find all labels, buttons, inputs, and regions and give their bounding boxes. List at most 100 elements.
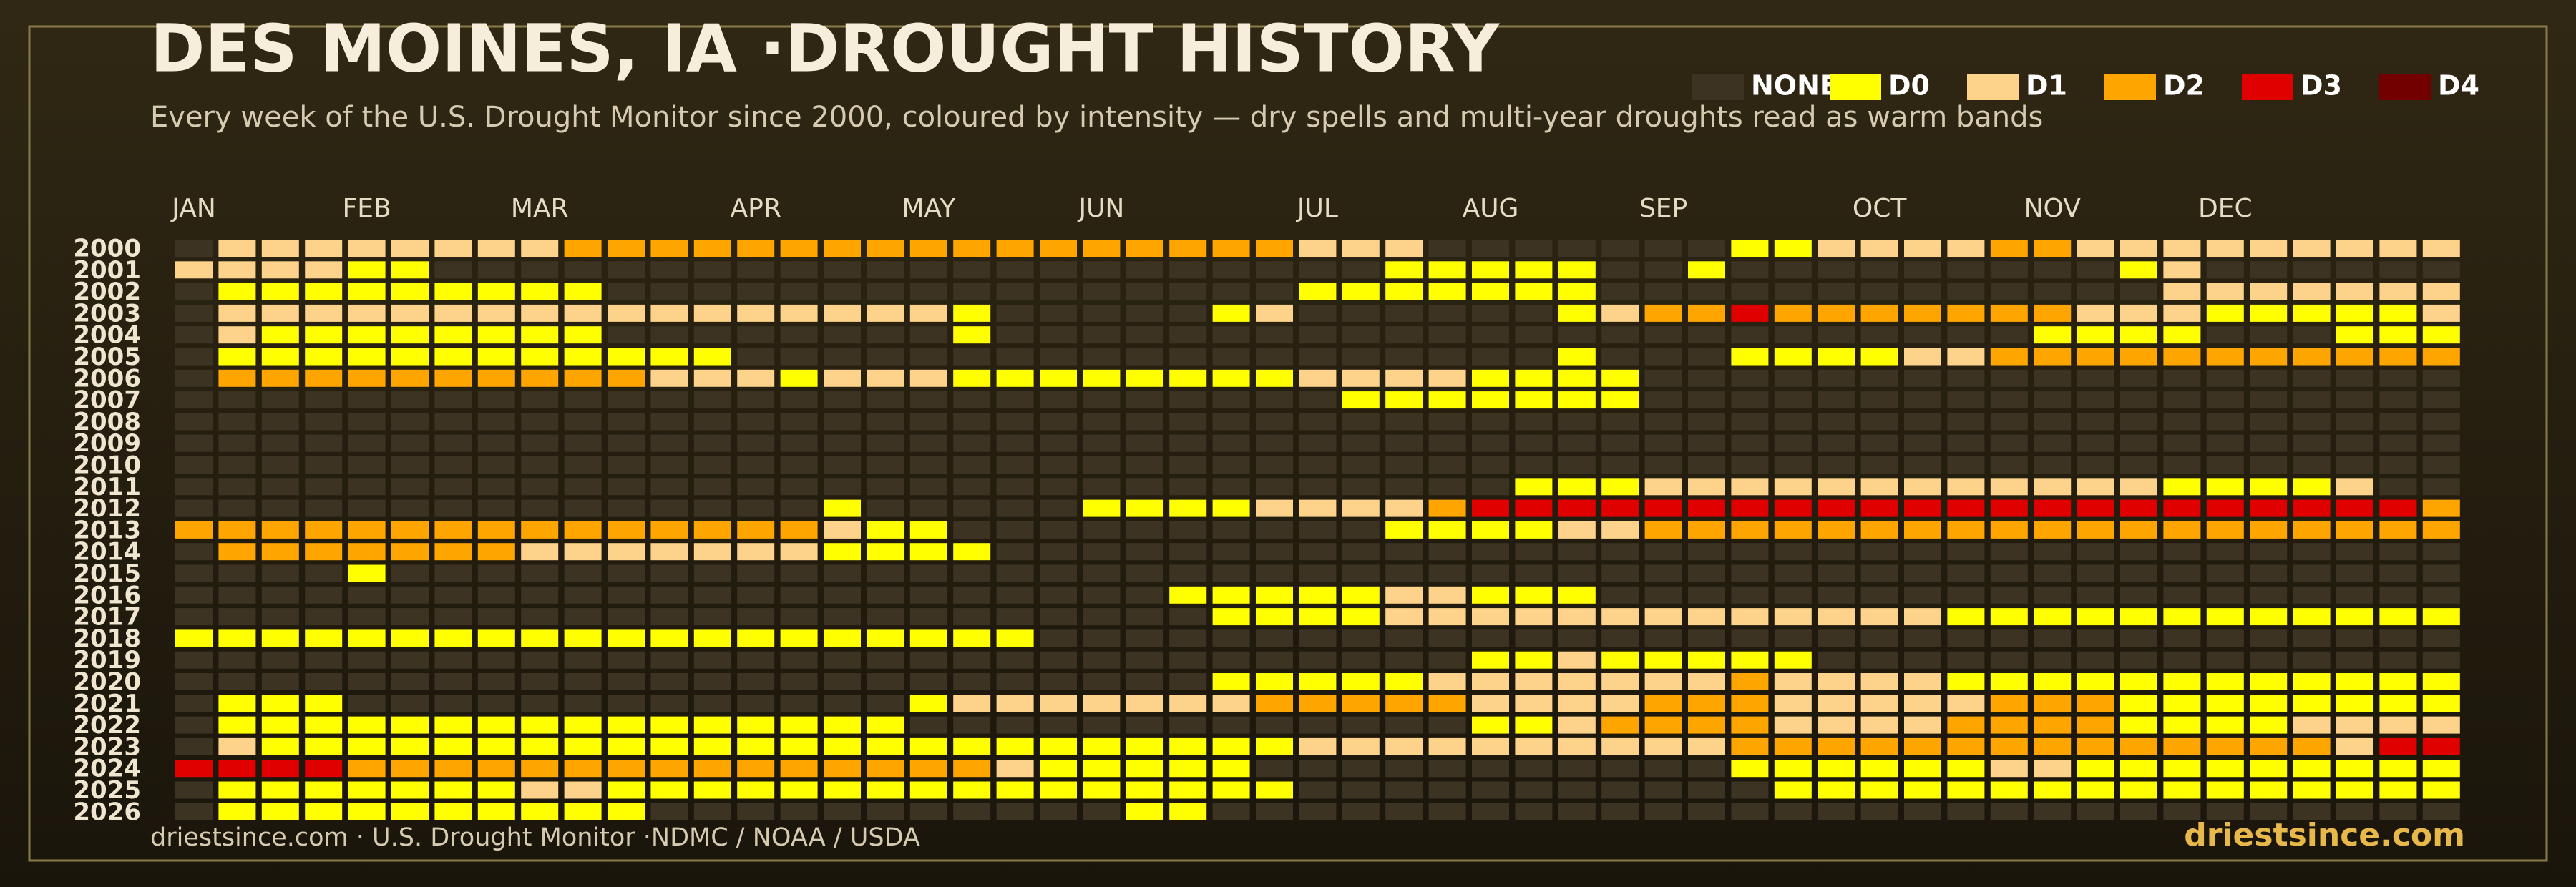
cell — [2206, 564, 2244, 582]
cell — [1083, 348, 1121, 366]
cell — [1428, 456, 1466, 474]
cell — [1385, 564, 1423, 582]
cell — [2077, 240, 2114, 257]
cell — [1385, 651, 1423, 669]
x-tick-label: JAN — [170, 194, 216, 223]
cell — [996, 240, 1034, 257]
cell — [2336, 240, 2373, 257]
cell — [1558, 434, 1596, 452]
cell — [1342, 781, 1380, 799]
y-tick-label: 2014 — [73, 538, 141, 567]
cell — [521, 608, 559, 626]
y-tick-label: 2011 — [73, 473, 141, 501]
cell — [1601, 521, 1639, 539]
cell — [2379, 434, 2417, 452]
cell — [305, 586, 343, 604]
cell — [996, 521, 1034, 539]
cell — [348, 434, 386, 452]
cell — [1774, 304, 1812, 322]
cell — [2034, 326, 2072, 344]
cell — [824, 240, 861, 257]
cell — [1644, 716, 1682, 734]
cell — [477, 456, 515, 474]
cell — [2336, 716, 2373, 734]
cell — [2379, 499, 2417, 517]
cell — [2163, 629, 2201, 647]
cell — [1731, 456, 1769, 474]
cell — [1040, 781, 1077, 799]
cell — [305, 629, 343, 647]
cell — [305, 391, 343, 409]
cell — [650, 348, 688, 366]
cell — [2422, 673, 2460, 690]
cell — [477, 391, 515, 409]
cell — [1083, 478, 1121, 496]
cell — [1385, 369, 1423, 387]
cell — [1342, 543, 1380, 561]
cell — [2206, 695, 2244, 712]
cell — [1688, 304, 1725, 322]
cell — [1169, 737, 1207, 755]
cell — [305, 369, 343, 387]
cell — [2336, 586, 2373, 604]
cell — [218, 543, 256, 561]
source-note: driestsince.com · U.S. Drought Monitor ·… — [150, 823, 920, 852]
cell — [2163, 434, 2201, 452]
cell — [608, 456, 645, 474]
cell — [693, 564, 731, 582]
cell — [434, 564, 472, 582]
cell — [1990, 456, 2028, 474]
cell — [1860, 521, 1898, 539]
cell — [1472, 240, 1509, 257]
cell — [1472, 543, 1509, 561]
cell — [1860, 434, 1898, 452]
cell — [2336, 304, 2373, 322]
legend-swatch — [2379, 74, 2431, 100]
cell — [175, 803, 213, 820]
cell — [953, 781, 991, 799]
cell — [1601, 499, 1639, 517]
cell — [434, 240, 472, 257]
cell — [1644, 651, 1682, 669]
cell — [1472, 369, 1509, 387]
cell — [2293, 391, 2331, 409]
cell — [261, 760, 299, 778]
cell — [564, 326, 602, 344]
cell — [521, 586, 559, 604]
cell — [867, 261, 904, 279]
cell — [1601, 608, 1639, 626]
cell — [2293, 348, 2331, 366]
cell — [1860, 413, 1898, 431]
cell — [2379, 651, 2417, 669]
cell — [1688, 760, 1725, 778]
cell — [693, 413, 731, 431]
cell — [1126, 326, 1163, 344]
legend-label: NONE — [1751, 70, 1838, 102]
cell — [1601, 304, 1639, 322]
y-tick-label: 2009 — [73, 429, 141, 458]
cell — [1818, 651, 1855, 669]
cell — [1040, 283, 1077, 300]
cell — [2077, 326, 2114, 344]
cell — [2206, 283, 2244, 300]
cell — [564, 781, 602, 799]
cell — [996, 478, 1034, 496]
cell — [2250, 781, 2288, 799]
cell — [2422, 326, 2460, 344]
cell — [175, 348, 213, 366]
cell — [2422, 413, 2460, 431]
y-tick-label: 2026 — [73, 798, 141, 826]
cell — [693, 240, 731, 257]
cell — [1818, 781, 1855, 799]
cell — [1256, 716, 1293, 734]
cell — [2163, 499, 2201, 517]
cell — [2422, 304, 2460, 322]
cell — [650, 803, 688, 820]
cell — [521, 499, 559, 517]
cell — [1040, 543, 1077, 561]
cell — [1256, 737, 1293, 755]
cell — [1688, 499, 1725, 517]
x-tick-label: JUL — [1296, 194, 1338, 223]
cell — [1688, 543, 1725, 561]
